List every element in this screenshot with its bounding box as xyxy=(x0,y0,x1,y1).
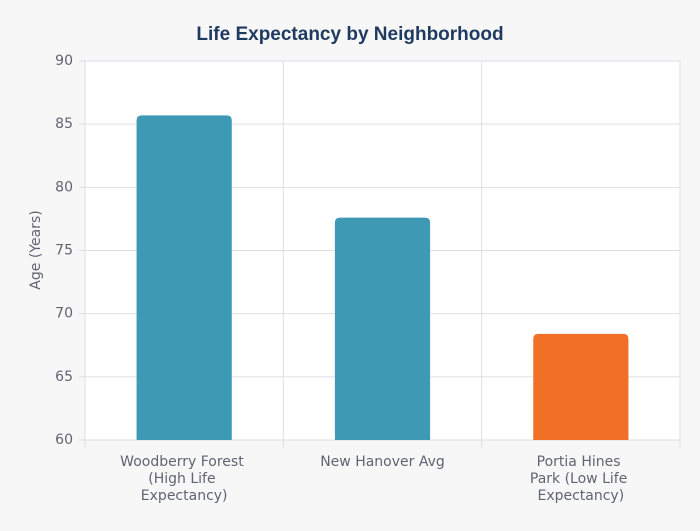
chart-title: Life Expectancy by Neighborhood xyxy=(196,24,503,45)
bar xyxy=(334,217,431,440)
y-tick-label: 80 xyxy=(55,179,73,195)
y-tick-label: 85 xyxy=(55,116,73,132)
y-tick-label: 70 xyxy=(55,306,73,322)
x-tick-label: Woodberry Forest (High Life Expectancy) xyxy=(120,454,248,504)
y-tick-label: 90 xyxy=(55,53,73,69)
x-tick-label: New Hanover Avg xyxy=(320,454,445,470)
x-tick-label: Portia Hines Park (Low Life Expectancy) xyxy=(530,454,632,504)
y-tick-label: 65 xyxy=(55,369,73,385)
bar xyxy=(533,333,629,440)
y-tick-label: 75 xyxy=(55,243,73,259)
bar xyxy=(136,115,232,440)
y-axis-label: Age (Years) xyxy=(28,210,44,289)
y-tick-label: 60 xyxy=(55,432,73,448)
